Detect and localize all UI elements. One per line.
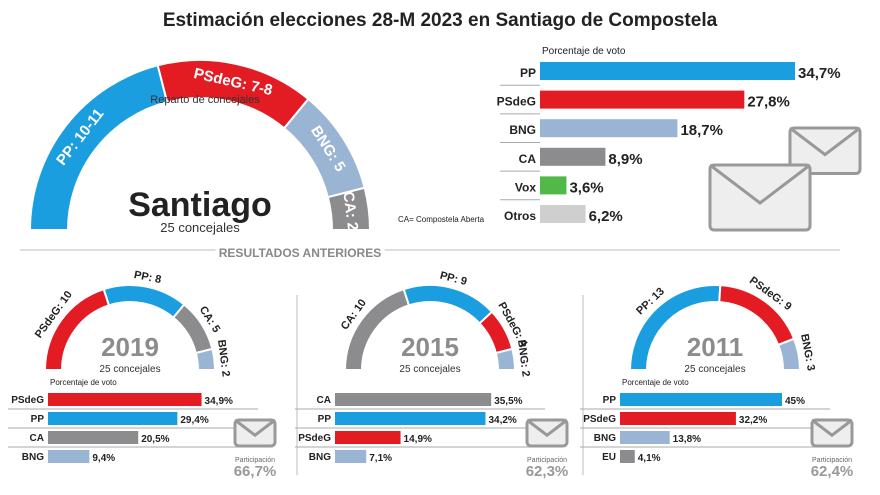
seat-slice-CA xyxy=(343,287,411,371)
bar-value: 32,2% xyxy=(739,415,767,426)
envelope-icon xyxy=(708,163,812,232)
vote-bar-BNG xyxy=(620,431,670,444)
seat-slice-CA xyxy=(326,186,372,231)
bar-value: 8,9% xyxy=(608,151,642,168)
vote-bar-Otros xyxy=(540,205,586,223)
bar-value: 45% xyxy=(785,396,805,407)
envelope-icon-flap xyxy=(709,163,811,205)
participation-value: 66,7% xyxy=(234,463,277,480)
bar-chart-title: Porcentaje de voto xyxy=(542,46,626,57)
bar-value: 35,5% xyxy=(494,396,522,407)
participation-value: 62,3% xyxy=(526,463,569,480)
chart-title: Santiago xyxy=(128,186,272,224)
chart-subtitle: 25 concejales xyxy=(684,364,745,375)
bar-value: 14,9% xyxy=(404,434,432,445)
vote-bar-BNG xyxy=(48,450,90,463)
bar-value: 29,4% xyxy=(180,415,208,426)
participation-value: 62,4% xyxy=(811,463,854,480)
bar-category: PP xyxy=(520,66,536,80)
vote-bar-CA xyxy=(335,393,492,406)
vote-bar-PP xyxy=(620,393,782,406)
bar-category: CA xyxy=(317,395,331,406)
bar-value: 7,1% xyxy=(369,453,392,464)
bar-value: 20,5% xyxy=(141,434,169,445)
vote-bar-PSdeG xyxy=(335,431,401,444)
seat-label: PP: 8 xyxy=(133,269,162,286)
chart-subtitle: 25 concejales xyxy=(399,364,460,375)
vote-bar-PSdeG xyxy=(48,393,202,406)
chart-title: 2011 xyxy=(687,332,743,362)
seat-slice-BNG xyxy=(776,337,802,371)
bar-category: PSdeG xyxy=(11,395,44,406)
envelope-icon xyxy=(788,126,862,175)
bar-category: Vox xyxy=(515,180,536,194)
vote-bar-BNG xyxy=(540,119,678,138)
participation-label: Participación xyxy=(812,457,852,464)
seat-label: BNG: 2 xyxy=(515,339,532,377)
participation-label: Participación xyxy=(235,457,275,464)
bar-category: BNG xyxy=(22,452,44,463)
seat-label: CA: 2 xyxy=(339,191,361,232)
participation-envelope-icon-flap xyxy=(811,418,853,438)
bar-category: BNG xyxy=(509,123,536,137)
vote-bar-PP xyxy=(48,412,178,425)
bar-category: PSdeG xyxy=(298,433,331,444)
bar-value: 4,1% xyxy=(638,453,661,464)
participation-label: Participación xyxy=(527,457,567,464)
vote-bar-CA xyxy=(48,431,139,444)
vote-bar-Vox xyxy=(540,176,567,195)
vote-bar-PSdeG xyxy=(620,412,736,425)
bar-category: BNG xyxy=(594,433,616,444)
vote-bar-BNG xyxy=(335,450,367,463)
chart-title: 2019 xyxy=(101,332,159,362)
bar-category: PP xyxy=(318,414,332,425)
seat-label: BNG: 2 xyxy=(215,339,232,377)
vote-bar-CA xyxy=(540,147,606,166)
bar-value: 27,8% xyxy=(747,94,790,111)
chart-title: 2015 xyxy=(401,332,459,362)
bar-value: 18,7% xyxy=(680,122,723,139)
bar-value: 34,9% xyxy=(205,396,233,407)
bar-category: CA xyxy=(519,152,537,166)
bar-category: PSdeG xyxy=(497,95,536,109)
seat-slice-PP xyxy=(102,284,186,320)
bar-category: EU xyxy=(602,452,616,463)
envelope-icon-flap xyxy=(789,126,861,157)
bar-value: 34,2% xyxy=(488,415,516,426)
seat-slice-PP xyxy=(402,284,494,325)
participation-envelope-icon-flap xyxy=(526,418,568,438)
seat-slice-BNG xyxy=(194,347,217,371)
vote-bar-EU xyxy=(620,450,635,463)
bar-value: 34,7% xyxy=(798,65,841,82)
main-title: Estimación elecciones 28-M 2023 en Santi… xyxy=(163,10,718,31)
inner-label: Reparto de concejales xyxy=(150,94,260,106)
bar-category: PSdeG xyxy=(583,414,616,425)
vote-bar-PP xyxy=(540,62,796,80)
seat-slice-BNG xyxy=(494,347,517,371)
bar-category: Otros xyxy=(504,209,536,223)
bar-chart-title: Porcentaje de voto xyxy=(50,378,117,387)
chart-subtitle: 25 concejales xyxy=(99,364,160,375)
seat-slice-PSdeG xyxy=(43,287,111,371)
section-label: RESULTADOS ANTERIORES xyxy=(219,246,381,260)
bar-category: CA xyxy=(30,433,44,444)
vote-bar-PP xyxy=(335,412,486,425)
bar-chart-title: Porcentaje de voto xyxy=(622,378,689,387)
bar-category: PP xyxy=(603,395,617,406)
vote-bar-PSdeG xyxy=(540,90,745,109)
bar-value: 3,6% xyxy=(569,179,603,196)
bar-value: 9,4% xyxy=(92,453,115,464)
chart-subtitle: 25 concejales xyxy=(160,220,240,235)
legend-note: CA= Compostela Aberta xyxy=(398,215,485,224)
bar-category: PP xyxy=(31,414,45,425)
participation-envelope-icon-flap xyxy=(234,418,276,438)
bar-value: 6,2% xyxy=(589,208,623,225)
bar-value: 13,8% xyxy=(673,434,701,445)
bar-category: BNG xyxy=(309,452,331,463)
